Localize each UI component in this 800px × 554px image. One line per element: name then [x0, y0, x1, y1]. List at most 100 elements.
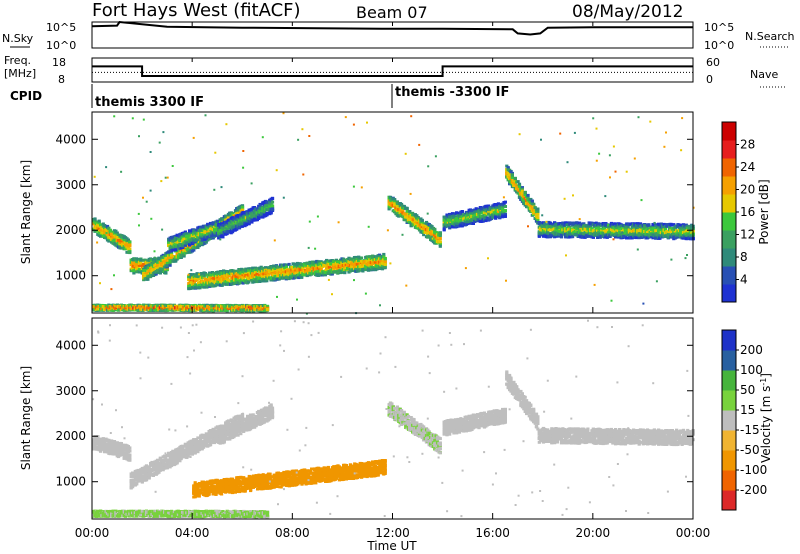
- echo-cell: [192, 248, 196, 252]
- echo-cell: [466, 222, 470, 226]
- echo-cell: [121, 242, 125, 246]
- echo-cell: [175, 233, 179, 237]
- nave-tick-bottom: 0: [706, 73, 713, 86]
- echo-cell: [263, 266, 267, 270]
- echo-cell: [196, 245, 200, 249]
- echo-cell: [503, 214, 507, 218]
- echo-cell: [122, 245, 126, 249]
- echo-cell: [150, 268, 154, 272]
- echo-cell: [408, 219, 412, 223]
- freq-unit-label: [MHz]: [4, 67, 36, 80]
- echo-cell: [270, 204, 275, 208]
- echo-cell: [295, 264, 299, 268]
- echo-cell: [213, 284, 217, 288]
- echo-cell: [261, 275, 265, 279]
- echo-cell: [541, 225, 546, 228]
- echo-cell: [482, 207, 487, 211]
- nsky-tick-bottom: 10^0: [46, 39, 76, 52]
- echo-cell: [459, 213, 463, 217]
- echo-cell: [221, 226, 225, 230]
- echo-cell: [107, 226, 111, 230]
- echo-cell: [221, 234, 225, 238]
- echo-cell: [365, 259, 369, 263]
- echo-cell: [108, 228, 112, 232]
- echo-cell: [393, 202, 397, 206]
- echo-cell: [546, 223, 550, 227]
- echo-cell: [126, 238, 130, 242]
- echo-cell: [143, 273, 147, 277]
- echo-cell: [471, 222, 475, 225]
- echo-cell: [168, 263, 172, 267]
- echo-cell: [112, 238, 117, 242]
- echo-cell: [157, 256, 161, 260]
- echo-cell: [169, 253, 174, 257]
- echo-cell: [167, 241, 171, 245]
- echo-cell: [215, 275, 219, 279]
- echo-cell: [503, 205, 507, 208]
- echo-cell: [228, 221, 232, 225]
- echo-cell: [240, 267, 244, 271]
- echo-cell: [209, 276, 213, 280]
- cpid-segment-2: themis -3300 IF: [395, 85, 509, 100]
- echo-cell: [383, 260, 387, 264]
- echo-cell: [168, 261, 172, 265]
- echo-cell: [530, 199, 534, 203]
- echo-cell: [319, 260, 323, 264]
- echo-cell: [510, 175, 514, 179]
- echo-cell: [128, 243, 132, 247]
- nsky-label: N.Sky: [2, 32, 34, 45]
- echo-cell: [233, 223, 237, 227]
- echo-cell: [305, 274, 309, 278]
- echo-cell: [453, 215, 457, 219]
- echo-cell: [329, 262, 333, 266]
- echo-cell: [378, 255, 382, 259]
- echo-cell: [115, 231, 119, 235]
- echo-cell: [565, 221, 569, 225]
- echo-cell: [146, 261, 150, 265]
- echo-cell: [107, 239, 111, 243]
- echo-cell: [509, 170, 513, 174]
- echo-cell: [182, 254, 186, 258]
- echo-cell: [433, 229, 437, 233]
- nsky-panel: N.Sky 10^5 10^0 10^5 10^0 N.Search: [2, 20, 795, 52]
- echo-cell: [213, 233, 217, 237]
- echo-cell: [405, 207, 409, 210]
- echo-cell: [276, 275, 280, 279]
- echo-cell: [181, 246, 185, 249]
- echo-cell: [355, 267, 359, 271]
- echo-band: [505, 164, 540, 225]
- echo-cell: [183, 230, 187, 234]
- echo-cell: [352, 265, 357, 268]
- echo-cell: [99, 234, 103, 238]
- nsky-tick-top: 10^5: [46, 21, 76, 34]
- echo-cell: [559, 234, 564, 238]
- echo-cell: [510, 173, 514, 177]
- echo-cell: [196, 277, 201, 281]
- echo-cell: [204, 240, 208, 244]
- echo-cell: [422, 233, 426, 237]
- echo-band: [92, 217, 132, 255]
- echo-cell: [430, 233, 434, 237]
- echo-cell: [262, 210, 266, 214]
- echo-cell: [181, 251, 185, 255]
- echo-cell: [424, 224, 429, 228]
- echo-cell: [277, 270, 281, 274]
- echo-cell: [523, 193, 527, 197]
- echo-cell: [442, 227, 446, 231]
- echo-cell: [383, 257, 387, 260]
- echo-cell: [300, 275, 304, 279]
- echo-cell: [137, 270, 142, 274]
- echo-cell: [566, 233, 571, 237]
- echo-band: [387, 195, 442, 248]
- echo-cell: [210, 225, 214, 228]
- echo-cell: [233, 269, 237, 273]
- echo-cell: [131, 266, 135, 270]
- echo-cell: [298, 267, 302, 271]
- echo-cell: [539, 221, 543, 225]
- echo-cell: [501, 207, 505, 211]
- echo-cell: [146, 277, 150, 281]
- echo-cell: [520, 186, 524, 190]
- echo-cell: [333, 270, 337, 274]
- echo-cell: [229, 224, 233, 228]
- echo-cell: [161, 253, 165, 257]
